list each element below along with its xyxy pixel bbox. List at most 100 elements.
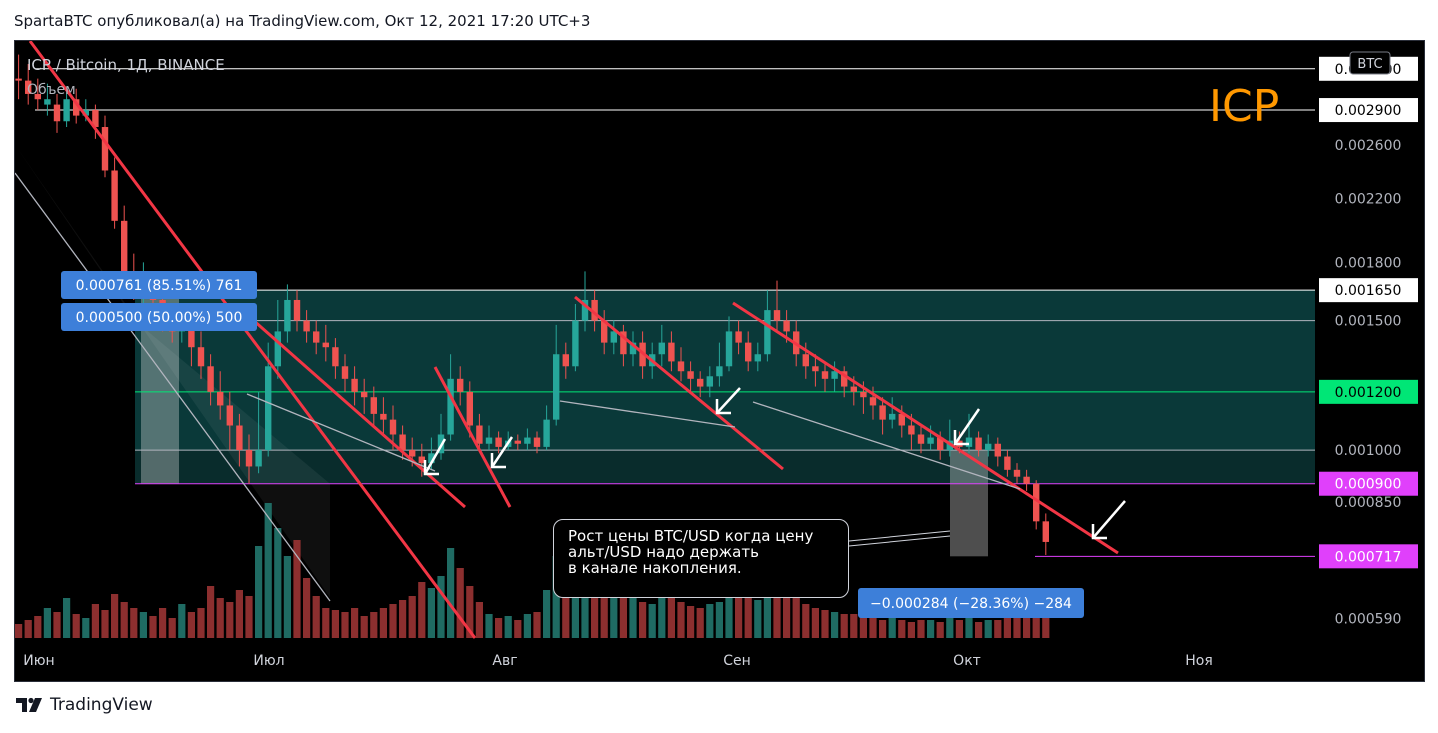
volume-bar xyxy=(408,596,416,638)
candle-body xyxy=(82,110,89,116)
candle-body xyxy=(821,371,829,379)
measure-down-box: −0.000284 (−28.36%) −284 xyxy=(858,588,1084,618)
annotation-callout[interactable]: Рост цены BTC/USD когда цену альт/USD на… xyxy=(553,519,849,598)
trendline-4 xyxy=(732,301,1119,555)
volume-bar xyxy=(975,622,983,638)
arrow-shaft xyxy=(1092,500,1126,539)
footer-brand[interactable]: TradingView xyxy=(14,694,153,716)
volume-bar xyxy=(955,620,963,638)
candle-body xyxy=(207,366,214,392)
volume-bar xyxy=(101,610,109,638)
volume-bar xyxy=(24,620,32,638)
candle-body xyxy=(725,331,733,367)
volume-bar xyxy=(418,582,426,638)
candle-body xyxy=(735,331,742,343)
time-tick: Июн xyxy=(23,653,54,669)
volume-bar xyxy=(485,614,493,638)
candle-body xyxy=(860,391,867,398)
candle-body xyxy=(466,391,473,426)
trendline-3 xyxy=(574,295,784,471)
footer-brand-text: TradingView xyxy=(50,695,153,715)
volume-bar xyxy=(331,610,339,638)
volume-bar xyxy=(725,576,733,638)
time-tick: Сен xyxy=(723,653,751,669)
volume-bar xyxy=(927,620,935,638)
candle-body xyxy=(601,320,608,343)
volume-bar xyxy=(696,608,704,638)
volume-bar xyxy=(514,620,522,638)
volume-bar xyxy=(879,620,887,638)
white-arrow-1 xyxy=(490,436,514,469)
candle-body xyxy=(428,453,435,464)
candle-body xyxy=(898,413,905,426)
candle-body xyxy=(581,299,589,321)
price-chart[interactable]: 0.0033000.0029000.0026000.0022000.001800… xyxy=(15,41,1424,681)
price-label-highlight: 0.000717 xyxy=(1335,549,1402,565)
candle-body xyxy=(658,342,665,355)
candle-body xyxy=(409,450,416,457)
volume-bar xyxy=(744,598,752,638)
candle-body xyxy=(217,391,224,406)
candle-body xyxy=(802,354,809,367)
volume-bar xyxy=(437,576,445,638)
candle-body xyxy=(985,443,992,451)
candle-body xyxy=(706,376,713,387)
volume-bar xyxy=(523,614,531,638)
time-tick: Ноя xyxy=(1185,653,1213,669)
candle-body xyxy=(533,437,541,447)
volume-bar xyxy=(235,590,243,638)
volume-bar xyxy=(600,574,608,638)
candle-body xyxy=(831,371,838,379)
volume-bar xyxy=(754,600,762,638)
candle-body xyxy=(687,371,694,379)
price-label-box xyxy=(1319,98,1418,123)
volume-bar xyxy=(639,602,647,638)
volume-bar xyxy=(111,594,119,638)
measure-up-label-1: 0.000761 (85.51%) 761 xyxy=(76,278,243,294)
volume-bar xyxy=(552,556,560,638)
arrow-shaft xyxy=(953,408,981,445)
annotation-line-2: альт/USD надо держать xyxy=(568,543,759,561)
currency-badge-box[interactable] xyxy=(1349,51,1391,75)
candle-body xyxy=(1013,469,1021,477)
candle-body xyxy=(370,397,377,414)
tradingview-logo-icon xyxy=(16,697,42,712)
volume-bar xyxy=(965,616,973,638)
levels-layer xyxy=(35,68,1315,557)
candle-body xyxy=(1004,456,1011,470)
volume-bar xyxy=(447,548,455,638)
candle-body xyxy=(63,99,70,122)
volume-bar xyxy=(264,503,272,638)
candle-body xyxy=(226,405,233,426)
measure-up-box-2: 0.000500 (50.00%) 500 xyxy=(61,303,257,331)
candle-body xyxy=(313,331,320,343)
volume-bar xyxy=(139,612,147,638)
volume-bar xyxy=(792,598,800,638)
candle-body xyxy=(869,397,877,406)
candle-body xyxy=(25,80,32,94)
publish-header: SpartaBTC опубликовал(а) на TradingView.… xyxy=(14,12,591,30)
volume-bar xyxy=(994,620,1002,638)
candle-body xyxy=(773,310,781,321)
volume-bar xyxy=(226,602,234,638)
price-label-box xyxy=(1319,544,1418,569)
volume-bar xyxy=(427,588,435,638)
volume-bar xyxy=(888,618,896,638)
volume-bar xyxy=(53,612,61,638)
candle-body xyxy=(418,456,425,464)
arrow-shaft xyxy=(423,438,447,475)
volume-bar xyxy=(1003,618,1011,638)
candle-body xyxy=(188,324,195,348)
candle-body xyxy=(697,378,704,387)
symbol-line: ICP / Bitcoin, 1Д, BINANCE xyxy=(27,56,225,74)
volume-bar xyxy=(763,574,771,638)
volume-bar xyxy=(936,622,944,638)
volume-bar xyxy=(946,618,954,638)
candle-body xyxy=(485,437,493,444)
volume-bar xyxy=(917,620,925,638)
price-label-box xyxy=(1319,278,1418,303)
candle-body xyxy=(975,437,982,451)
candle-body xyxy=(908,425,915,435)
chart-area[interactable]: 0.0033000.0029000.0026000.0022000.001800… xyxy=(14,40,1425,682)
volume-bar xyxy=(1042,608,1050,638)
